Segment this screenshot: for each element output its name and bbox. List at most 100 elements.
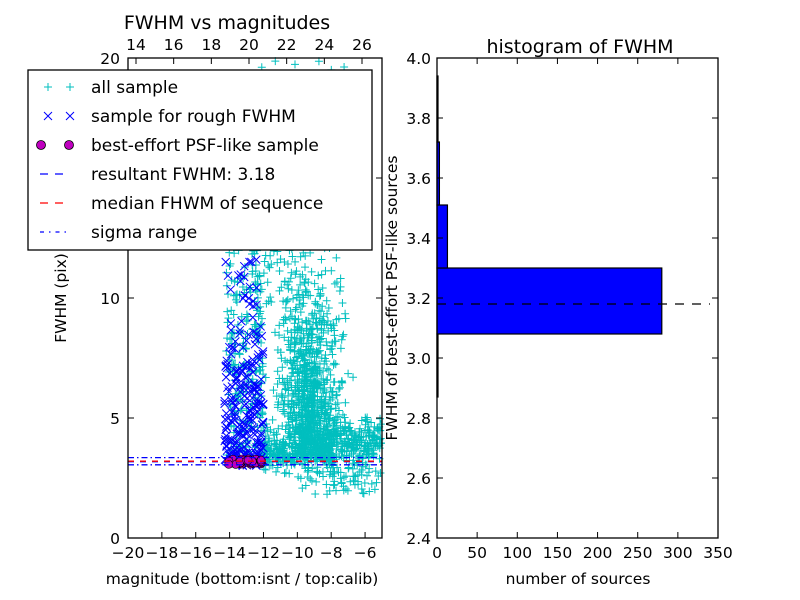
all-sample-point: [329, 481, 338, 490]
all-sample-point: [324, 415, 333, 424]
all-sample-point: [259, 370, 268, 379]
all-sample-point: [376, 414, 385, 423]
y-tick-label: 10: [100, 290, 120, 308]
rough-sample-point: [223, 271, 233, 281]
all-sample-point: [295, 439, 304, 448]
all-sample-point: [357, 466, 366, 475]
all-sample-point: [288, 396, 297, 405]
all-sample-point: [308, 336, 317, 345]
all-sample-point: [296, 272, 305, 281]
rough-sample-point: [255, 355, 264, 365]
all-sample-point: [289, 294, 298, 303]
rough-sample-point: [235, 329, 245, 338]
legend-item: best-effort PSF-like sample: [36, 136, 319, 156]
y-tick-label: 0: [110, 530, 120, 548]
all-sample-point: [302, 406, 311, 415]
rough-sample-point: [220, 436, 230, 446]
rough-sample-point: [251, 255, 261, 265]
all-sample-point: [293, 375, 302, 384]
all-sample-point: [294, 410, 303, 419]
all-sample-point: [314, 285, 323, 294]
rough-sample-point: [241, 435, 251, 444]
rough-sample-point: [231, 402, 241, 412]
all-sample-point: [318, 302, 327, 311]
all-sample-point: [294, 346, 303, 355]
all-sample-point: [275, 286, 284, 295]
all-sample-point: [364, 422, 373, 431]
all-sample-point: [276, 255, 285, 264]
all-sample-point: [357, 485, 366, 494]
rough-sample-point: [245, 405, 255, 415]
all-sample-point: [357, 428, 366, 437]
all-sample-point: [291, 257, 300, 266]
all-sample-point: [281, 468, 290, 477]
legend-frame: [27, 69, 373, 251]
rough-sample-point: [234, 427, 244, 437]
all-sample-point: [338, 442, 347, 451]
left-top-x-ticks: 14 16 18 20 22 24 26: [126, 36, 372, 64]
all-sample-point: [270, 436, 279, 445]
rough-sample-point: [249, 379, 259, 388]
all-sample-point: [290, 432, 299, 441]
x-tick-label: 50: [467, 544, 487, 562]
all-sample-point: [349, 444, 358, 453]
rough-sample-point: [241, 399, 251, 409]
all-sample-point: [301, 481, 310, 490]
all-sample-point: [264, 261, 273, 270]
all-sample-point: [335, 383, 344, 392]
all-sample-point: [367, 479, 376, 488]
all-sample-point: [328, 472, 337, 481]
all-sample-point: [286, 342, 295, 351]
all-sample-point: [367, 418, 376, 427]
all-sample-point: [317, 410, 326, 419]
rough-sample-point: [230, 400, 240, 410]
rough-sample-point: [249, 428, 258, 438]
all-sample-point: [273, 379, 282, 388]
all-sample-point: [286, 274, 295, 283]
all-sample-point: [268, 451, 277, 460]
all-sample-point: [290, 60, 299, 69]
all-sample-point: [242, 285, 251, 294]
all-sample-point: [372, 439, 381, 448]
all-sample-point: [265, 263, 274, 272]
all-sample-point: [261, 432, 270, 441]
rough-sample-point: [230, 412, 240, 421]
y-tick-label: 3.2: [406, 290, 431, 308]
all-sample-point: [292, 267, 301, 276]
all-sample-point: [273, 258, 282, 267]
all-sample-point: [287, 268, 296, 277]
all-sample-point: [278, 393, 287, 402]
all-sample-point: [310, 359, 319, 368]
all-sample-point: [336, 474, 345, 483]
all-sample-point: [352, 436, 361, 445]
all-sample-point: [369, 446, 378, 455]
right-chart-title: histogram of FWHM: [486, 36, 673, 58]
all-sample-point: [309, 345, 318, 354]
all-sample-point: [327, 388, 336, 397]
rough-sample-point: [247, 360, 256, 370]
all-sample-point: [308, 433, 317, 442]
all-sample-point: [336, 344, 345, 353]
all-sample-point: [284, 284, 293, 293]
rough-sample-point: [234, 429, 244, 439]
left-x-axis-label: magnitude (bottom:isnt / top:calib): [106, 570, 379, 588]
all-sample-point: [235, 349, 244, 358]
all-sample-point: [324, 365, 333, 374]
all-sample-point: [296, 252, 305, 261]
all-sample-point: [363, 448, 372, 457]
all-sample-point: [279, 405, 288, 414]
all-sample-point: [286, 414, 295, 423]
rough-sample-point: [224, 342, 234, 352]
reference-lines: [128, 456, 382, 466]
all-sample-point: [361, 420, 370, 429]
all-sample-point: [281, 316, 290, 325]
legend-label: median FHWM of sequence: [91, 194, 323, 214]
all-sample-point: [237, 312, 246, 321]
all-sample-point: [318, 284, 327, 293]
all-sample-point: [289, 438, 298, 447]
all-sample-point: [308, 309, 317, 318]
all-sample-point: [277, 283, 286, 292]
all-sample-point: [330, 477, 339, 486]
all-sample-point: [288, 359, 297, 368]
histogram-bar: [436, 267, 663, 335]
